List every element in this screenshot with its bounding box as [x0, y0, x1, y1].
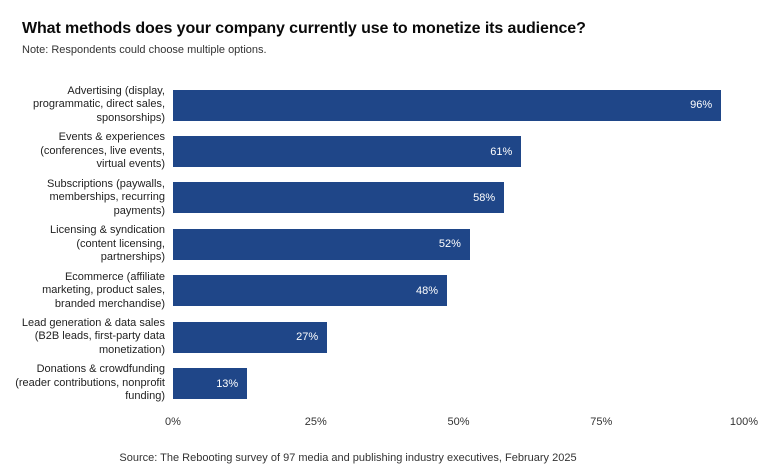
bar-track: 48% — [173, 275, 744, 307]
bar-track: 58% — [173, 182, 744, 214]
bar: 48% — [173, 275, 448, 307]
bar-row: Events & experiences (conferences, live … — [8, 128, 744, 174]
bar: 96% — [173, 89, 722, 121]
bar-value-label: 96% — [690, 99, 713, 112]
category-label: Events & experiences (conferences, live … — [40, 131, 165, 171]
x-axis: 0% 25% 50% 75% 100% — [8, 416, 758, 432]
bar-row: Ecommerce (affiliate marketing, product … — [8, 268, 744, 314]
bar: 13% — [173, 368, 248, 400]
bar-row: Advertising (display, programmatic, dire… — [8, 82, 744, 128]
bar: 27% — [173, 321, 328, 353]
bar-row: Donations & crowdfunding (reader contrib… — [8, 360, 744, 406]
bar-value-label: 58% — [473, 191, 496, 204]
bar-row: Subscriptions (paywalls, memberships, re… — [8, 175, 744, 221]
plot-area: Advertising (display, programmatic, dire… — [8, 82, 744, 407]
bar-value-label: 61% — [490, 145, 513, 158]
bar-value-label: 48% — [416, 284, 439, 297]
bar-row: Licensing & syndication (content licensi… — [8, 221, 744, 267]
bar-track: 96% — [173, 89, 744, 121]
category-label: Advertising (display, programmatic, dire… — [32, 84, 165, 124]
bar: 58% — [173, 182, 505, 214]
category-label: Ecommerce (affiliate marketing, product … — [42, 270, 165, 310]
bar: 61% — [173, 136, 522, 168]
bar-track: 61% — [173, 136, 744, 168]
bar-value-label: 13% — [216, 377, 239, 390]
bar-row: Lead generation & data sales (B2B leads,… — [8, 314, 744, 360]
bar: 52% — [173, 228, 470, 260]
category-label: Licensing & syndication (content licensi… — [50, 224, 165, 264]
source-caption: Source: The Rebooting survey of 97 media… — [119, 452, 577, 464]
category-label: Lead generation & data sales (B2B leads,… — [21, 316, 165, 356]
bar-value-label: 52% — [438, 238, 461, 251]
bar-track: 13% — [173, 368, 744, 400]
x-tick-label: 50% — [447, 416, 470, 428]
chart-note: Note: Respondents could choose multiple … — [22, 44, 267, 56]
x-tick-label: 25% — [304, 416, 327, 428]
bar-value-label: 27% — [296, 331, 319, 344]
chart-title: What methods does your company currently… — [22, 20, 586, 37]
category-label: Subscriptions (paywalls, memberships, re… — [47, 177, 165, 217]
x-tick-label: 75% — [590, 416, 613, 428]
bar-track: 27% — [173, 321, 744, 353]
category-label: Donations & crowdfunding (reader contrib… — [15, 363, 165, 403]
bar-track: 52% — [173, 228, 744, 260]
x-tick-label: 100% — [729, 416, 759, 428]
x-tick-label: 0% — [165, 416, 181, 428]
